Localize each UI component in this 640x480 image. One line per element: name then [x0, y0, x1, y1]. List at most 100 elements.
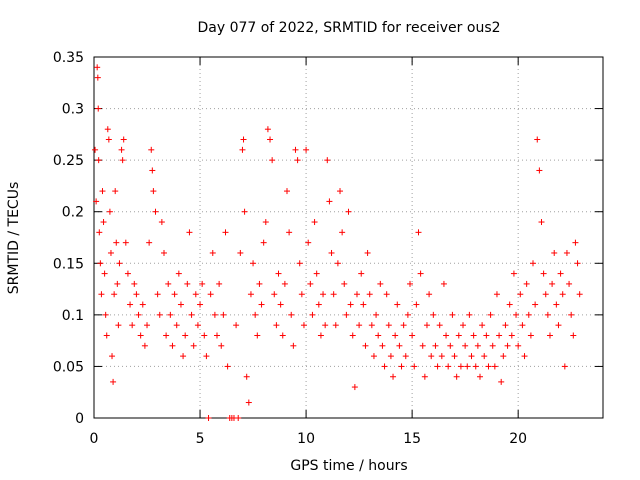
data-point — [330, 291, 337, 298]
data-point — [396, 342, 403, 349]
data-point — [307, 280, 314, 287]
data-point — [112, 188, 119, 195]
data-point — [542, 291, 549, 298]
data-point — [534, 136, 541, 143]
data-point — [462, 342, 469, 349]
data-point — [188, 311, 195, 318]
data-point — [553, 301, 560, 308]
data-point — [417, 270, 424, 277]
data-point — [489, 342, 496, 349]
data-point — [476, 373, 483, 380]
data-point — [133, 291, 140, 298]
data-point — [294, 157, 301, 164]
data-point — [252, 311, 259, 318]
data-point — [127, 301, 134, 308]
data-point — [375, 332, 382, 339]
data-point — [394, 301, 401, 308]
data-point — [199, 280, 206, 287]
data-point — [156, 311, 163, 318]
data-point — [377, 280, 384, 287]
data-point — [315, 301, 322, 308]
x-tick-label: 20 — [509, 431, 527, 447]
y-tick-label: 0.3 — [62, 102, 84, 118]
data-point — [182, 332, 189, 339]
data-point — [129, 322, 136, 329]
data-point — [139, 301, 146, 308]
data-point — [345, 208, 352, 215]
data-point — [506, 301, 513, 308]
data-point — [472, 363, 479, 370]
data-point — [102, 311, 109, 318]
data-point — [120, 136, 127, 143]
data-point — [546, 332, 553, 339]
data-point — [141, 342, 148, 349]
data-point — [169, 342, 176, 349]
x-tick-label: 10 — [297, 431, 315, 447]
data-point — [222, 229, 229, 236]
x-tick-label: 15 — [403, 431, 421, 447]
data-point — [390, 373, 397, 380]
data-point — [574, 260, 581, 267]
y-tick-label: 0.1 — [62, 308, 84, 324]
data-point — [296, 260, 303, 267]
y-tick-label: 0.15 — [53, 256, 84, 272]
data-point — [379, 342, 386, 349]
data-point — [568, 311, 575, 318]
data-point — [460, 322, 467, 329]
data-point — [398, 363, 405, 370]
data-point — [275, 270, 282, 277]
data-point — [300, 322, 307, 329]
data-point — [339, 229, 346, 236]
data-point — [109, 353, 116, 360]
data-point — [517, 291, 524, 298]
data-point — [184, 280, 191, 287]
data-point — [532, 301, 539, 308]
data-point — [343, 311, 350, 318]
data-point — [449, 311, 456, 318]
data-point — [523, 280, 530, 287]
data-point — [256, 280, 263, 287]
data-point — [119, 157, 126, 164]
data-point — [100, 219, 107, 226]
data-point — [298, 291, 305, 298]
data-point — [421, 373, 428, 380]
data-point — [493, 291, 500, 298]
data-point — [237, 249, 244, 256]
data-point — [98, 291, 105, 298]
data-point — [105, 136, 112, 143]
data-point — [566, 280, 573, 287]
data-point — [362, 342, 369, 349]
data-point — [337, 188, 344, 195]
data-point — [94, 64, 101, 71]
data-point — [137, 332, 144, 339]
data-point — [279, 332, 286, 339]
data-point — [466, 311, 473, 318]
data-point — [216, 280, 223, 287]
data-point — [92, 146, 99, 153]
data-point — [470, 332, 477, 339]
data-point — [407, 280, 414, 287]
data-point — [245, 399, 252, 406]
y-tick-label: 0.2 — [62, 205, 84, 221]
data-point — [426, 291, 433, 298]
data-point — [93, 198, 100, 205]
data-point — [148, 146, 155, 153]
data-point — [428, 353, 435, 360]
data-point — [218, 342, 225, 349]
data-point — [447, 342, 454, 349]
data-point — [260, 239, 267, 246]
data-point — [411, 363, 418, 370]
data-point — [496, 332, 503, 339]
data-point — [481, 353, 488, 360]
data-point — [240, 136, 247, 143]
data-point — [332, 322, 339, 329]
data-point — [349, 332, 356, 339]
data-point — [510, 270, 517, 277]
data-point — [419, 342, 426, 349]
data-point — [114, 280, 121, 287]
data-point — [277, 301, 284, 308]
data-point — [115, 322, 122, 329]
data-point — [561, 363, 568, 370]
data-point — [328, 249, 335, 256]
data-point — [180, 353, 187, 360]
